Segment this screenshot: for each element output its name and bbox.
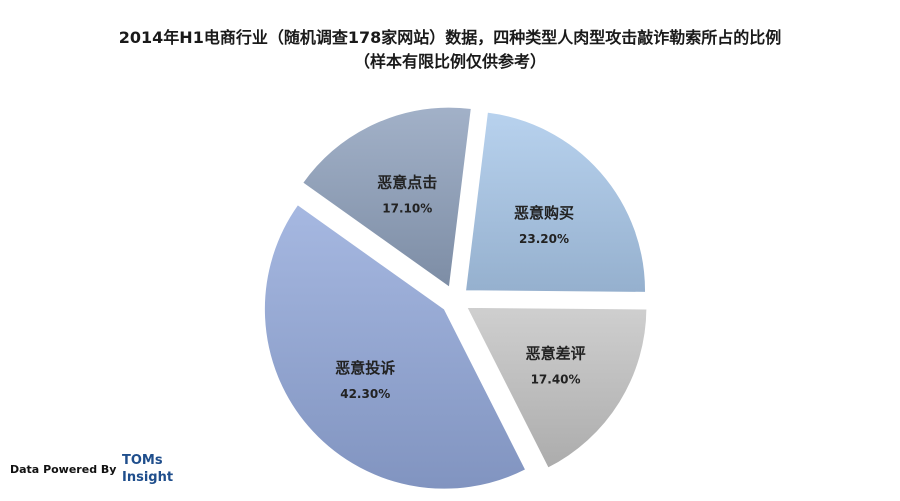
pie-slice — [466, 306, 648, 469]
pie-slice — [263, 204, 527, 490]
pie-slice — [464, 111, 647, 293]
logo-line-1: TOMs — [122, 453, 163, 468]
slice-value-label: 23.20% — [519, 232, 569, 246]
data-credit: Data Powered By — [10, 463, 117, 476]
slice-value-label: 17.10% — [382, 202, 432, 216]
chart-title-block: 2014年H1电商行业（随机调查178家网站）数据，四种类型人肉型攻击敲诈勒索所… — [0, 26, 900, 74]
slice-label: 恶意点击 — [377, 174, 437, 192]
chart-subtitle: （样本有限比例仅供参考） — [353, 52, 546, 71]
slice-label: 恶意购买 — [514, 204, 574, 222]
slice-value-label: 17.40% — [531, 372, 581, 386]
slice-label: 恶意投诉 — [335, 359, 395, 377]
chart-title: 2014年H1电商行业（随机调查178家网站）数据，四种类型人肉型攻击敲诈勒索所… — [118, 28, 782, 47]
slice-value-label: 42.30% — [340, 387, 390, 401]
pie-slices — [263, 106, 648, 490]
pie-slice — [302, 106, 472, 289]
slice-label: 恶意差评 — [526, 344, 586, 362]
pie-labels: 恶意购买 23.20% 恶意差评 17.40% 恶意投诉 42.30% 恶意点击 17.10% — [335, 174, 585, 402]
logo-line-2: Insight — [122, 470, 174, 485]
toms-insight-logo: TOMs Insight — [122, 452, 173, 486]
